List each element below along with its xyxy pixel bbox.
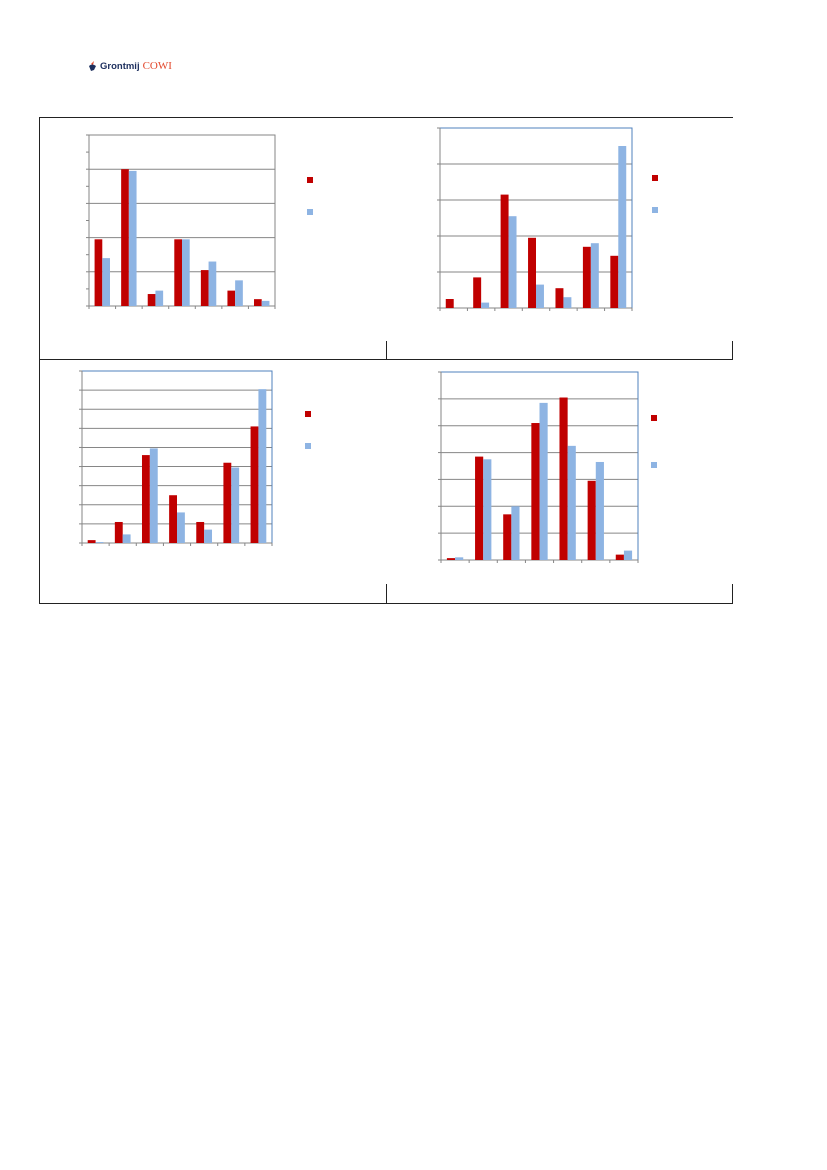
bar-series-1-2 bbox=[121, 169, 129, 306]
bar-series-2-7 bbox=[623, 550, 633, 560]
chart-3 bbox=[79, 370, 311, 546]
bar-series-1-5 bbox=[559, 397, 568, 560]
bar-series-2-3 bbox=[511, 506, 520, 560]
bar-series-1-1 bbox=[94, 239, 103, 306]
legend-marker-series-1 bbox=[652, 175, 658, 181]
bar-series-2-5 bbox=[563, 297, 572, 308]
bar-series-1-1 bbox=[87, 540, 96, 543]
chart-1 bbox=[86, 134, 313, 309]
bar-series-2-5 bbox=[567, 445, 576, 560]
frame-divider-vertical-top bbox=[386, 341, 387, 360]
bar-series-1-3 bbox=[147, 294, 156, 306]
logo-text-grontmij: Grontmij bbox=[100, 60, 140, 72]
frame-right-edge-top bbox=[732, 341, 733, 360]
bar-series-2-4 bbox=[539, 402, 548, 560]
bar-series-2-2 bbox=[481, 302, 490, 308]
bar-series-1-2 bbox=[114, 521, 123, 543]
bar-series-2-6 bbox=[590, 243, 599, 308]
bar-series-2-3 bbox=[149, 448, 158, 543]
bar-series-2-6 bbox=[231, 467, 240, 543]
bar-series-2-7 bbox=[261, 300, 270, 306]
bar-series-1-6 bbox=[587, 480, 596, 560]
bar-series-1-2 bbox=[473, 277, 482, 308]
legend-marker-series-2 bbox=[305, 443, 311, 449]
bar-series-1-5 bbox=[196, 521, 205, 543]
bar-series-2-6 bbox=[595, 461, 604, 560]
legend-marker-series-2 bbox=[651, 462, 657, 468]
bar-series-2-2 bbox=[122, 534, 131, 543]
logo-text-cowi: COWI bbox=[142, 60, 172, 72]
bar-series-1-7 bbox=[254, 299, 262, 306]
legend-marker-series-1 bbox=[307, 177, 313, 183]
bar-series-2-2 bbox=[128, 170, 137, 306]
bar-series-2-1 bbox=[102, 258, 110, 306]
bar-series-2-5 bbox=[208, 261, 217, 306]
bar-series-2-7 bbox=[618, 146, 627, 308]
legend-marker-series-2 bbox=[307, 209, 313, 215]
legend-marker-series-1 bbox=[651, 415, 657, 421]
bar-series-1-4 bbox=[528, 237, 536, 308]
legend-marker-series-2 bbox=[652, 207, 658, 213]
chart-2 bbox=[437, 127, 658, 311]
legend-marker-series-1 bbox=[305, 411, 311, 417]
bar-series-1-6 bbox=[227, 290, 236, 306]
bar-series-2-4 bbox=[177, 512, 185, 543]
frame-right-edge-bottom bbox=[732, 584, 733, 604]
company-logo: Grontmij COWI bbox=[88, 60, 172, 72]
chart-4 bbox=[438, 371, 657, 563]
bar-series-2-4 bbox=[536, 284, 544, 308]
bar-series-2-1 bbox=[455, 557, 464, 560]
bar-series-1-5 bbox=[200, 270, 209, 306]
bar-series-2-3 bbox=[155, 290, 164, 306]
bar-series-1-2 bbox=[475, 456, 484, 560]
bar-series-1-5 bbox=[555, 288, 564, 308]
bar-series-1-4 bbox=[169, 495, 177, 543]
bar-series-1-4 bbox=[174, 239, 182, 306]
bar-series-1-7 bbox=[250, 426, 259, 543]
bar-series-1-4 bbox=[531, 423, 540, 560]
bar-series-2-3 bbox=[508, 216, 517, 308]
bar-series-2-1 bbox=[95, 542, 104, 543]
logo-icon bbox=[89, 60, 96, 71]
bar-series-1-3 bbox=[503, 514, 512, 560]
bar-series-1-1 bbox=[446, 558, 456, 560]
bar-series-2-7 bbox=[258, 389, 267, 543]
bar-series-1-7 bbox=[615, 554, 624, 560]
bar-series-1-1 bbox=[445, 299, 454, 308]
bar-series-2-6 bbox=[235, 280, 243, 306]
bar-series-1-6 bbox=[582, 246, 591, 308]
bar-series-1-7 bbox=[610, 255, 619, 308]
bar-series-2-4 bbox=[182, 239, 190, 306]
bar-series-1-3 bbox=[500, 194, 509, 308]
bar-series-2-2 bbox=[483, 459, 492, 560]
bar-series-1-3 bbox=[141, 455, 150, 543]
bar-series-2-5 bbox=[204, 529, 213, 543]
bar-series-1-6 bbox=[223, 462, 232, 543]
frame-divider-vertical-bottom bbox=[386, 584, 387, 604]
